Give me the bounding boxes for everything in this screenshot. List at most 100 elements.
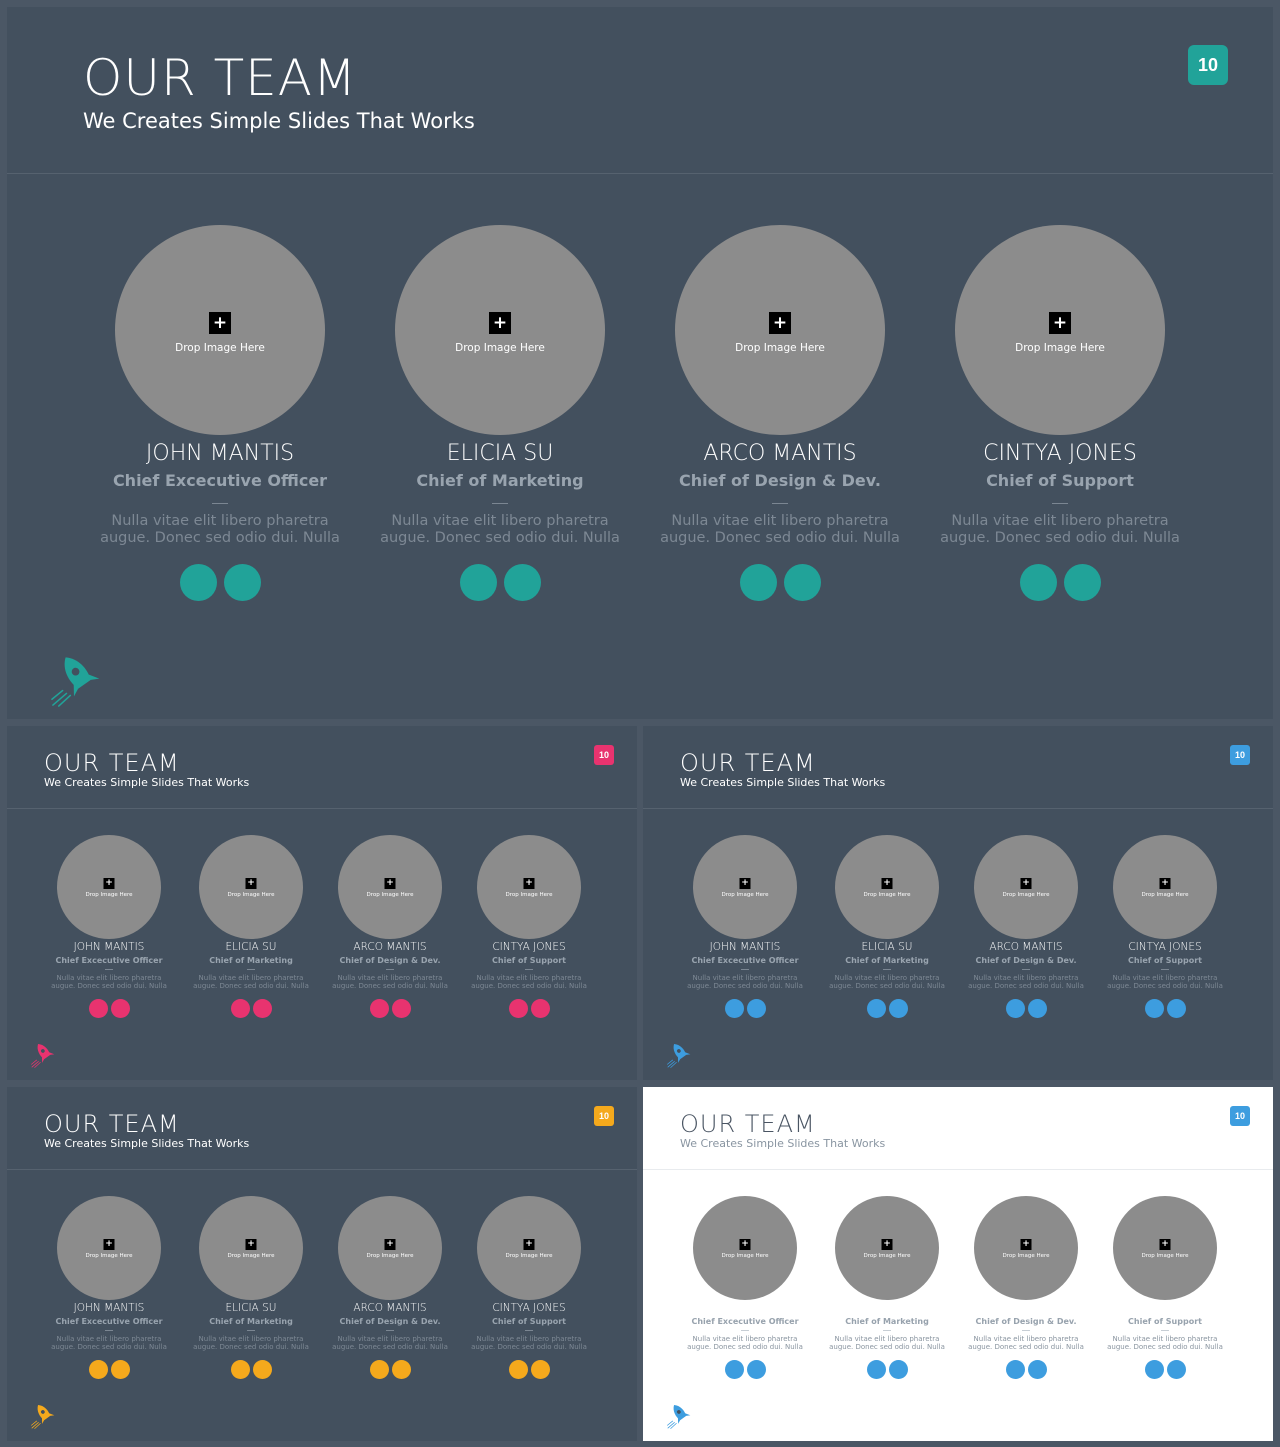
social-dot-icon[interactable]	[739, 564, 777, 602]
social-dot-icon[interactable]	[724, 1359, 744, 1379]
social-dot-icon[interactable]	[508, 998, 528, 1018]
add-image-icon[interactable]: +	[384, 1239, 396, 1250]
social-dot-icon[interactable]	[1063, 564, 1101, 602]
add-image-icon[interactable]: +	[881, 1239, 893, 1250]
photo-placeholder[interactable]: + Drop Image Here	[199, 1196, 303, 1300]
member-role: Chief of Design & Dev.	[339, 955, 441, 965]
social-dot-icon[interactable]	[888, 998, 908, 1018]
member-description-line: Nulla vitae elit libero pharetra	[973, 1334, 1079, 1343]
photo-placeholder[interactable]: + Drop Image Here	[1113, 1196, 1217, 1300]
social-dot-icon[interactable]	[230, 998, 250, 1018]
drop-image-label: Drop Image Here	[1002, 1253, 1050, 1259]
social-links	[956, 1359, 1096, 1379]
photo-placeholder[interactable]: + Drop Image Here	[57, 835, 161, 939]
social-dot-icon[interactable]	[459, 564, 497, 602]
social-dot-icon[interactable]	[88, 1359, 108, 1379]
add-image-icon[interactable]: +	[103, 1239, 115, 1250]
team-member-card: + Drop Image Here CINTYA JONES Chief of Sup…	[459, 1196, 599, 1379]
add-image-icon[interactable]: +	[1159, 1239, 1171, 1250]
add-image-icon[interactable]: +	[384, 878, 396, 889]
photo-placeholder[interactable]: + Drop Image Here	[675, 225, 885, 435]
social-dot-icon[interactable]	[746, 1359, 766, 1379]
photo-placeholder[interactable]: + Drop Image Here	[693, 1196, 797, 1300]
social-dot-icon[interactable]	[1144, 998, 1164, 1018]
photo-placeholder[interactable]: + Drop Image Here	[1113, 835, 1217, 939]
social-dot-icon[interactable]	[866, 1359, 886, 1379]
team-member-card: + Drop Image Here CINTYA JONES Chief of Sup…	[930, 225, 1190, 602]
social-dot-icon[interactable]	[369, 1359, 389, 1379]
add-image-icon[interactable]: +	[1159, 878, 1171, 889]
social-dot-icon[interactable]	[1005, 998, 1025, 1018]
member-description-line: augue. Donec sed odio dui. Nulla	[1107, 1343, 1223, 1352]
photo-placeholder[interactable]: + Drop Image Here	[955, 225, 1165, 435]
social-dot-icon[interactable]	[252, 1359, 272, 1379]
social-dot-icon[interactable]	[1144, 1359, 1164, 1379]
social-links	[459, 1359, 599, 1379]
photo-placeholder[interactable]: + Drop Image Here	[338, 1196, 442, 1300]
add-image-icon[interactable]: +	[739, 1239, 751, 1250]
social-dot-icon[interactable]	[783, 564, 821, 602]
social-dot-icon[interactable]	[1027, 998, 1047, 1018]
social-dot-icon[interactable]	[369, 998, 389, 1018]
social-dot-icon[interactable]	[888, 1359, 908, 1379]
photo-placeholder[interactable]: + Drop Image Here	[395, 225, 605, 435]
drop-image-label: Drop Image Here	[721, 892, 769, 898]
social-dot-icon[interactable]	[391, 1359, 411, 1379]
social-dot-icon[interactable]	[724, 998, 744, 1018]
social-dot-icon[interactable]	[230, 1359, 250, 1379]
social-dot-icon[interactable]	[179, 564, 217, 602]
social-dot-icon[interactable]	[252, 998, 272, 1018]
add-image-icon[interactable]: +	[523, 1239, 535, 1250]
photo-placeholder[interactable]: + Drop Image Here	[338, 835, 442, 939]
add-image-icon[interactable]: +	[1020, 1239, 1032, 1250]
social-dot-icon[interactable]	[866, 998, 886, 1018]
add-image-icon[interactable]: +	[209, 312, 231, 334]
photo-placeholder[interactable]: + Drop Image Here	[974, 1196, 1078, 1300]
social-links	[650, 564, 910, 602]
member-name: JOHN MANTIS	[145, 441, 295, 466]
social-dot-icon[interactable]	[530, 1359, 550, 1379]
social-dot-icon[interactable]	[1005, 1359, 1025, 1379]
member-name: ELICIA SU	[225, 941, 277, 953]
social-dot-icon[interactable]	[1027, 1359, 1047, 1379]
photo-placeholder[interactable]: + Drop Image Here	[693, 835, 797, 939]
add-image-icon[interactable]: +	[103, 878, 115, 889]
add-image-icon[interactable]: +	[523, 878, 535, 889]
member-name: JOHN MANTIS	[73, 941, 145, 953]
photo-placeholder[interactable]: + Drop Image Here	[115, 225, 325, 435]
drop-image-label: Drop Image Here	[863, 1253, 911, 1259]
member-description-line: augue. Donec sed odio dui. Nulla	[51, 982, 167, 991]
social-dot-icon[interactable]	[1019, 564, 1057, 602]
social-dot-icon[interactable]	[508, 1359, 528, 1379]
photo-placeholder[interactable]: + Drop Image Here	[199, 835, 303, 939]
photo-placeholder[interactable]: + Drop Image Here	[477, 1196, 581, 1300]
photo-placeholder[interactable]: + Drop Image Here	[835, 1196, 939, 1300]
add-image-icon[interactable]: +	[245, 878, 257, 889]
add-image-icon[interactable]: +	[881, 878, 893, 889]
social-dot-icon[interactable]	[530, 998, 550, 1018]
header-divider	[7, 173, 1273, 174]
add-image-icon[interactable]: +	[1020, 878, 1032, 889]
member-description-line: augue. Donec sed odio dui. Nulla	[332, 1343, 448, 1352]
add-image-icon[interactable]: +	[489, 312, 511, 334]
header-divider	[643, 1169, 1273, 1170]
member-description-line: augue. Donec sed odio dui. Nulla	[51, 1343, 167, 1352]
add-image-icon[interactable]: +	[1049, 312, 1071, 334]
social-dot-icon[interactable]	[746, 998, 766, 1018]
member-role: Chief Excecutive Officer	[691, 1316, 799, 1326]
social-dot-icon[interactable]	[503, 564, 541, 602]
social-dot-icon[interactable]	[1166, 1359, 1186, 1379]
add-image-icon[interactable]: +	[739, 878, 751, 889]
social-dot-icon[interactable]	[88, 998, 108, 1018]
social-dot-icon[interactable]	[391, 998, 411, 1018]
photo-placeholder[interactable]: + Drop Image Here	[974, 835, 1078, 939]
photo-placeholder[interactable]: + Drop Image Here	[57, 1196, 161, 1300]
social-dot-icon[interactable]	[110, 1359, 130, 1379]
social-dot-icon[interactable]	[223, 564, 261, 602]
add-image-icon[interactable]: +	[769, 312, 791, 334]
photo-placeholder[interactable]: + Drop Image Here	[477, 835, 581, 939]
add-image-icon[interactable]: +	[245, 1239, 257, 1250]
social-dot-icon[interactable]	[1166, 998, 1186, 1018]
social-dot-icon[interactable]	[110, 998, 130, 1018]
photo-placeholder[interactable]: + Drop Image Here	[835, 835, 939, 939]
